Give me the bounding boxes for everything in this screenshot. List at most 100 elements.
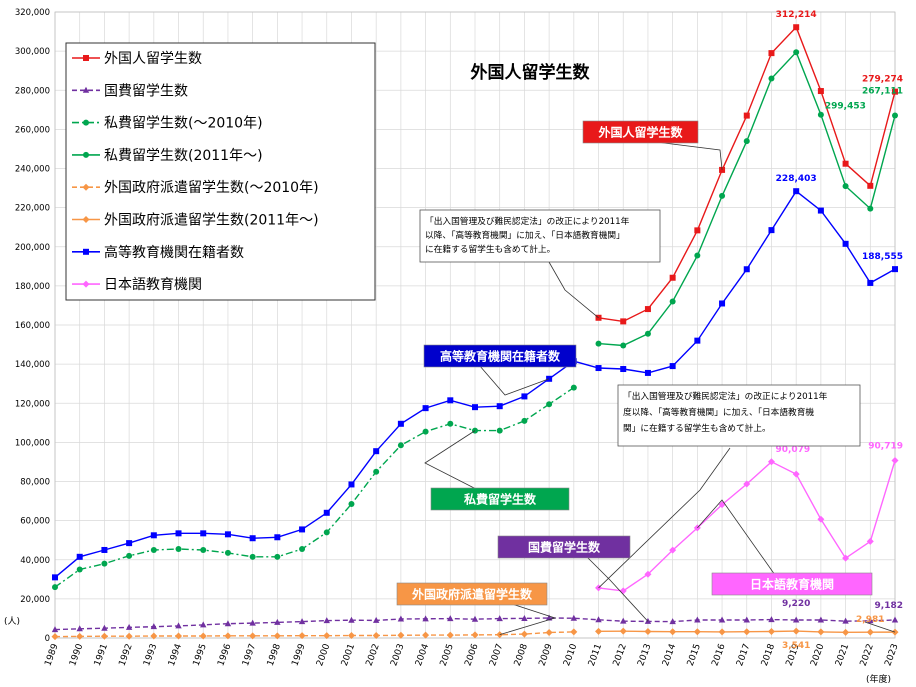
data-point [273,632,281,640]
data-point [817,207,824,214]
data-point [892,112,898,119]
leader-line [472,357,550,396]
data-point [793,49,800,56]
data-point [570,384,577,391]
data-point [422,405,429,412]
legend-item: 外国政府派遣留学生数(～2010年) [72,180,319,196]
y-tick-label: 320,000 [15,8,50,18]
callout-box: 国費留学生数 [497,535,631,559]
x-tick-label: 2002 [365,643,382,668]
data-point [446,631,454,639]
data-point [422,631,430,639]
data-point [669,363,676,370]
value-label: 9,182 [875,601,903,611]
data-point [323,509,330,516]
data-point [200,621,207,628]
data-point [644,628,652,636]
legend-label: 高等教育機関在籍者数 [104,244,244,261]
leader-line [424,430,479,491]
y-tick-label: 100,000 [15,438,50,448]
data-point [793,188,800,195]
data-point [496,427,503,434]
note-box: 「出入国管理及び難民認定法」の改正により2011年度以降、「高等教育機関」に加え… [617,384,861,447]
data-point [719,192,726,199]
legend-item: 私費留学生数(～2010年) [72,116,263,132]
legend-label: 日本語教育機関 [104,277,202,293]
leader-line [697,499,776,576]
x-tick-label: 2020 [809,642,826,667]
series-4 [51,628,578,641]
x-tick-label: 1999 [290,642,307,667]
series-line [54,631,574,638]
notes: 「出入国管理及び難民認定法」の改正により2011年以降、「高等教育機関」に加え、… [419,209,861,447]
y-tick-label: 260,000 [15,125,50,135]
data-point [125,623,133,630]
data-point [274,534,281,541]
data-point [867,205,874,212]
data-point [595,340,602,347]
data-point [743,616,750,623]
value-label: 9,220 [782,599,810,609]
y-tick-label: 240,000 [15,165,50,175]
x-tick-label: 2001 [340,643,357,668]
value-label: 2,981 [856,615,884,625]
x-tick-label: 2008 [513,642,530,667]
data-point [792,470,800,478]
note-line: 「出入国管理及び難民認定法」の改正により2011年 [623,390,828,402]
data-point [496,403,503,410]
note-line: 度以降、「高等教育機関」に加え、「日本語教育機 [623,406,814,418]
data-point [52,574,58,581]
x-tick-label: 1996 [216,642,233,667]
data-point [76,632,84,640]
data-point [669,298,676,305]
x-tick-label: 1990 [68,642,85,667]
data-point [82,86,90,93]
data-point [372,631,380,639]
data-point [83,119,89,126]
data-point [768,616,775,623]
data-point [126,540,133,547]
data-point [397,615,405,622]
data-point [620,318,627,325]
data-point [866,537,874,545]
y-axis: 0 20,000 40,000 60,000 80,000 100,000 120,000 1… [15,8,50,644]
y-tick-label: 80,000 [20,478,50,488]
data-point [199,632,207,640]
callout-fill [582,120,699,144]
data-point [817,628,825,636]
x-axis-unit: (年度) [866,673,891,685]
data-point [348,616,355,623]
x-tick-label: 2012 [612,643,629,668]
data-point [175,545,182,552]
data-point [274,618,281,625]
leader-line [864,621,896,633]
data-point [249,619,256,626]
legend-label: 私費留学生数(2011年～) [104,148,263,164]
data-point [767,628,775,636]
callout-label: 国費留学生数 [528,540,601,555]
data-point [51,633,59,641]
data-point [521,393,528,400]
data-point [842,628,850,636]
data-point [348,481,355,488]
callout-box: 外国政府派遣留学生数 [396,582,548,606]
data-point [694,616,701,623]
data-point [82,216,90,223]
data-point [743,138,750,145]
x-tick-label: 2013 [636,643,653,668]
data-point [373,468,380,475]
data-point [76,553,83,560]
data-point [447,420,454,427]
data-point [76,566,83,573]
x-tick-label: 2007 [488,643,505,668]
data-point [347,631,355,639]
data-point [150,632,158,640]
data-point [249,553,256,560]
legend-label: 外国人留学生数 [104,51,202,67]
data-point [521,614,528,621]
callout-box: 高等教育機関在籍者数 [423,344,577,368]
data-point [867,182,874,189]
x-tick-label: 2022 [859,643,876,668]
value-label: 90,719 [868,442,903,452]
